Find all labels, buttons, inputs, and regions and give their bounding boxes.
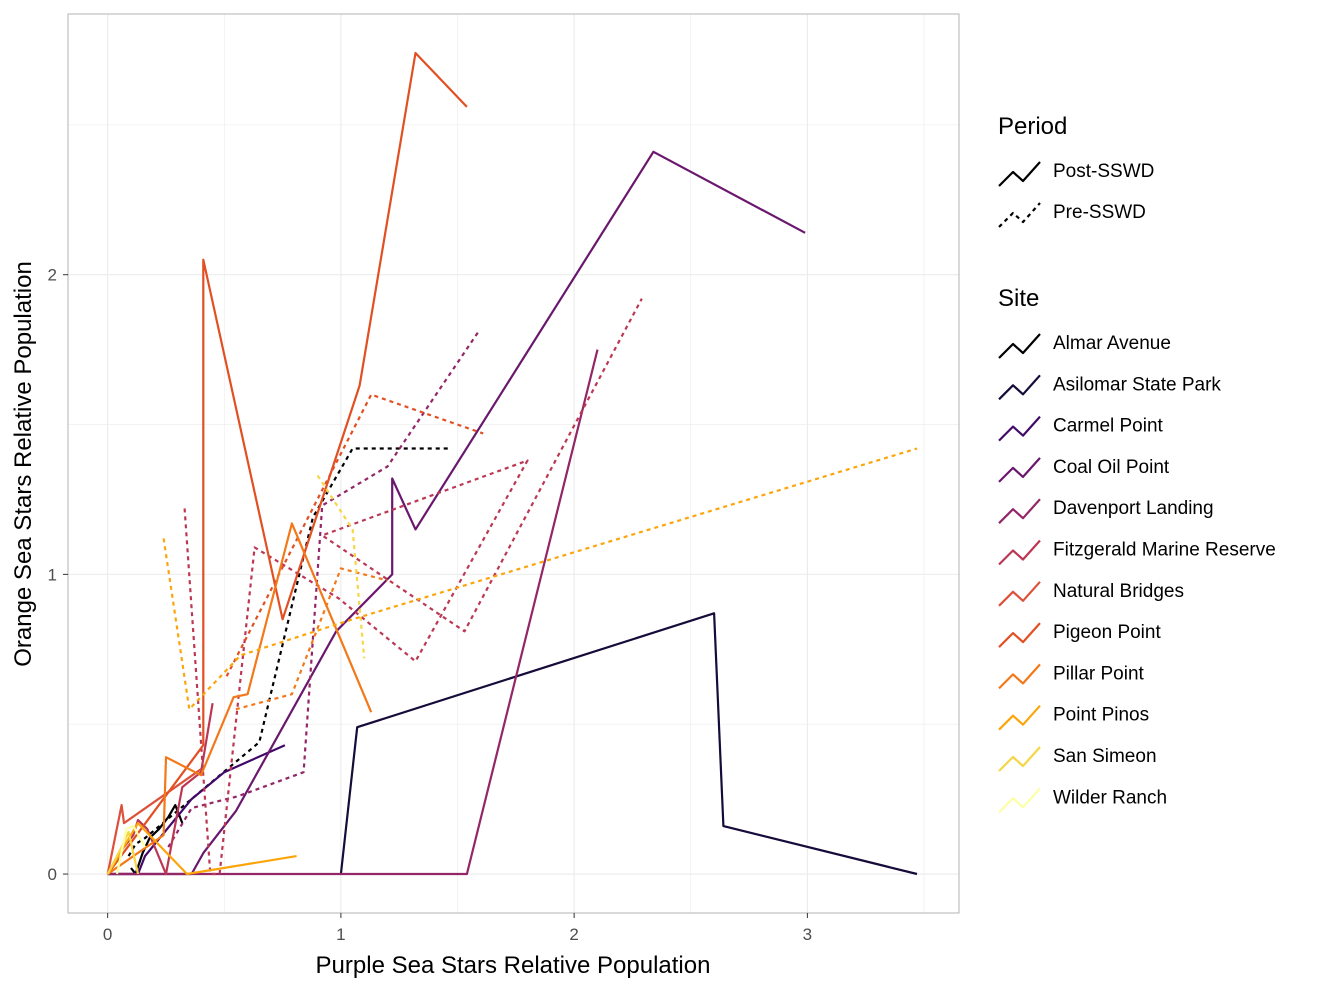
legend-key-coal-oil-point bbox=[998, 457, 1041, 483]
legend-label-point-pinos: Point Pinos bbox=[1053, 705, 1149, 726]
grid bbox=[68, 14, 959, 913]
legend-key-carmel-point bbox=[998, 415, 1041, 442]
series-wilder-ranch bbox=[115, 824, 146, 875]
legend-label-davenport-landing: Davenport Landing bbox=[1053, 498, 1214, 519]
legend-title-site: Site bbox=[998, 285, 1039, 312]
y-axis-title: Orange Sea Stars Relative Population bbox=[10, 261, 37, 667]
legend-key-pre-sswd bbox=[998, 202, 1041, 228]
legend-key-san-simeon bbox=[998, 746, 1041, 772]
legend-key-wilder-ranch bbox=[998, 787, 1041, 814]
line-pre-point-pinos bbox=[162, 447, 918, 711]
legend-label-carmel-point: Carmel Point bbox=[1053, 416, 1164, 437]
line-post-asilomar-state-park bbox=[339, 612, 918, 876]
legend-title-period: Period bbox=[998, 113, 1067, 140]
legend-key-davenport-landing bbox=[998, 498, 1041, 524]
legend-key-pigeon-point bbox=[998, 622, 1041, 648]
series-davenport-landing bbox=[107, 330, 599, 876]
x-tick-label: 2 bbox=[569, 925, 578, 944]
series-asilomar-state-park bbox=[339, 612, 918, 876]
x-tick-label: 3 bbox=[803, 925, 812, 944]
line-post-pillar-point bbox=[107, 522, 373, 875]
x-tick-label: 0 bbox=[103, 925, 112, 944]
series-natural-bridges bbox=[106, 768, 202, 875]
series-pigeon-point bbox=[106, 51, 484, 875]
line-post-pigeon-point bbox=[106, 51, 468, 875]
line-post-wilder-ranch bbox=[115, 824, 146, 875]
series-lines bbox=[106, 51, 918, 876]
line-post-davenport-landing bbox=[107, 349, 599, 876]
series-pillar-point bbox=[107, 522, 388, 875]
legend-key-asilomar-state-park bbox=[998, 374, 1041, 401]
legend-label-natural-bridges: Natural Bridges bbox=[1053, 581, 1184, 602]
legend-label-san-simeon: San Simeon bbox=[1053, 746, 1157, 767]
line-pre-pillar-point bbox=[235, 567, 388, 711]
x-axis-title: Purple Sea Stars Relative Population bbox=[316, 952, 711, 979]
legend-key-pillar-point bbox=[998, 663, 1041, 690]
legend-key-natural-bridges bbox=[998, 581, 1041, 607]
line-pre-davenport-landing bbox=[167, 330, 480, 848]
line-post-natural-bridges bbox=[106, 768, 202, 875]
legend-label-post-sswd: Post-SSWD bbox=[1053, 161, 1154, 182]
axes: 0 1 2 3 0 1 2 bbox=[48, 266, 813, 944]
panel-border bbox=[67, 13, 960, 914]
legend-key-almar-avenue bbox=[998, 333, 1041, 359]
legend-label-pigeon-point: Pigeon Point bbox=[1053, 622, 1161, 643]
legend-label-pillar-point: Pillar Point bbox=[1053, 663, 1145, 684]
legend-label-coal-oil-point: Coal Oil Point bbox=[1053, 457, 1170, 478]
legend-label-wilder-ranch: Wilder Ranch bbox=[1053, 787, 1167, 808]
legend-label-fitzgerald-marine-reserve: Fitzgerald Marine Reserve bbox=[1053, 540, 1276, 561]
line-pre-fitzgerald-marine-reserve bbox=[183, 298, 643, 876]
series-coal-oil-point bbox=[107, 150, 806, 876]
legend-key-post-sswd bbox=[998, 161, 1041, 187]
line-post-coal-oil-point bbox=[107, 150, 806, 876]
legend-key-point-pinos bbox=[998, 704, 1041, 731]
legend-label-asilomar-state-park: Asilomar State Park bbox=[1053, 374, 1221, 395]
legend-label-pre-sswd: Pre-SSWD bbox=[1053, 202, 1146, 223]
line-pre-san-simeon bbox=[316, 474, 366, 659]
y-tick-label: 1 bbox=[48, 565, 57, 584]
y-tick-label: 0 bbox=[48, 865, 57, 884]
legend-key-fitzgerald-marine-reserve bbox=[998, 539, 1041, 566]
y-tick-label: 2 bbox=[48, 266, 57, 285]
legend-label-almar-avenue: Almar Avenue bbox=[1053, 333, 1171, 354]
legend: Period Site Post-SSWD Pre-SSWD Almar Avenu… bbox=[998, 113, 1276, 814]
x-tick-label: 1 bbox=[336, 925, 345, 944]
